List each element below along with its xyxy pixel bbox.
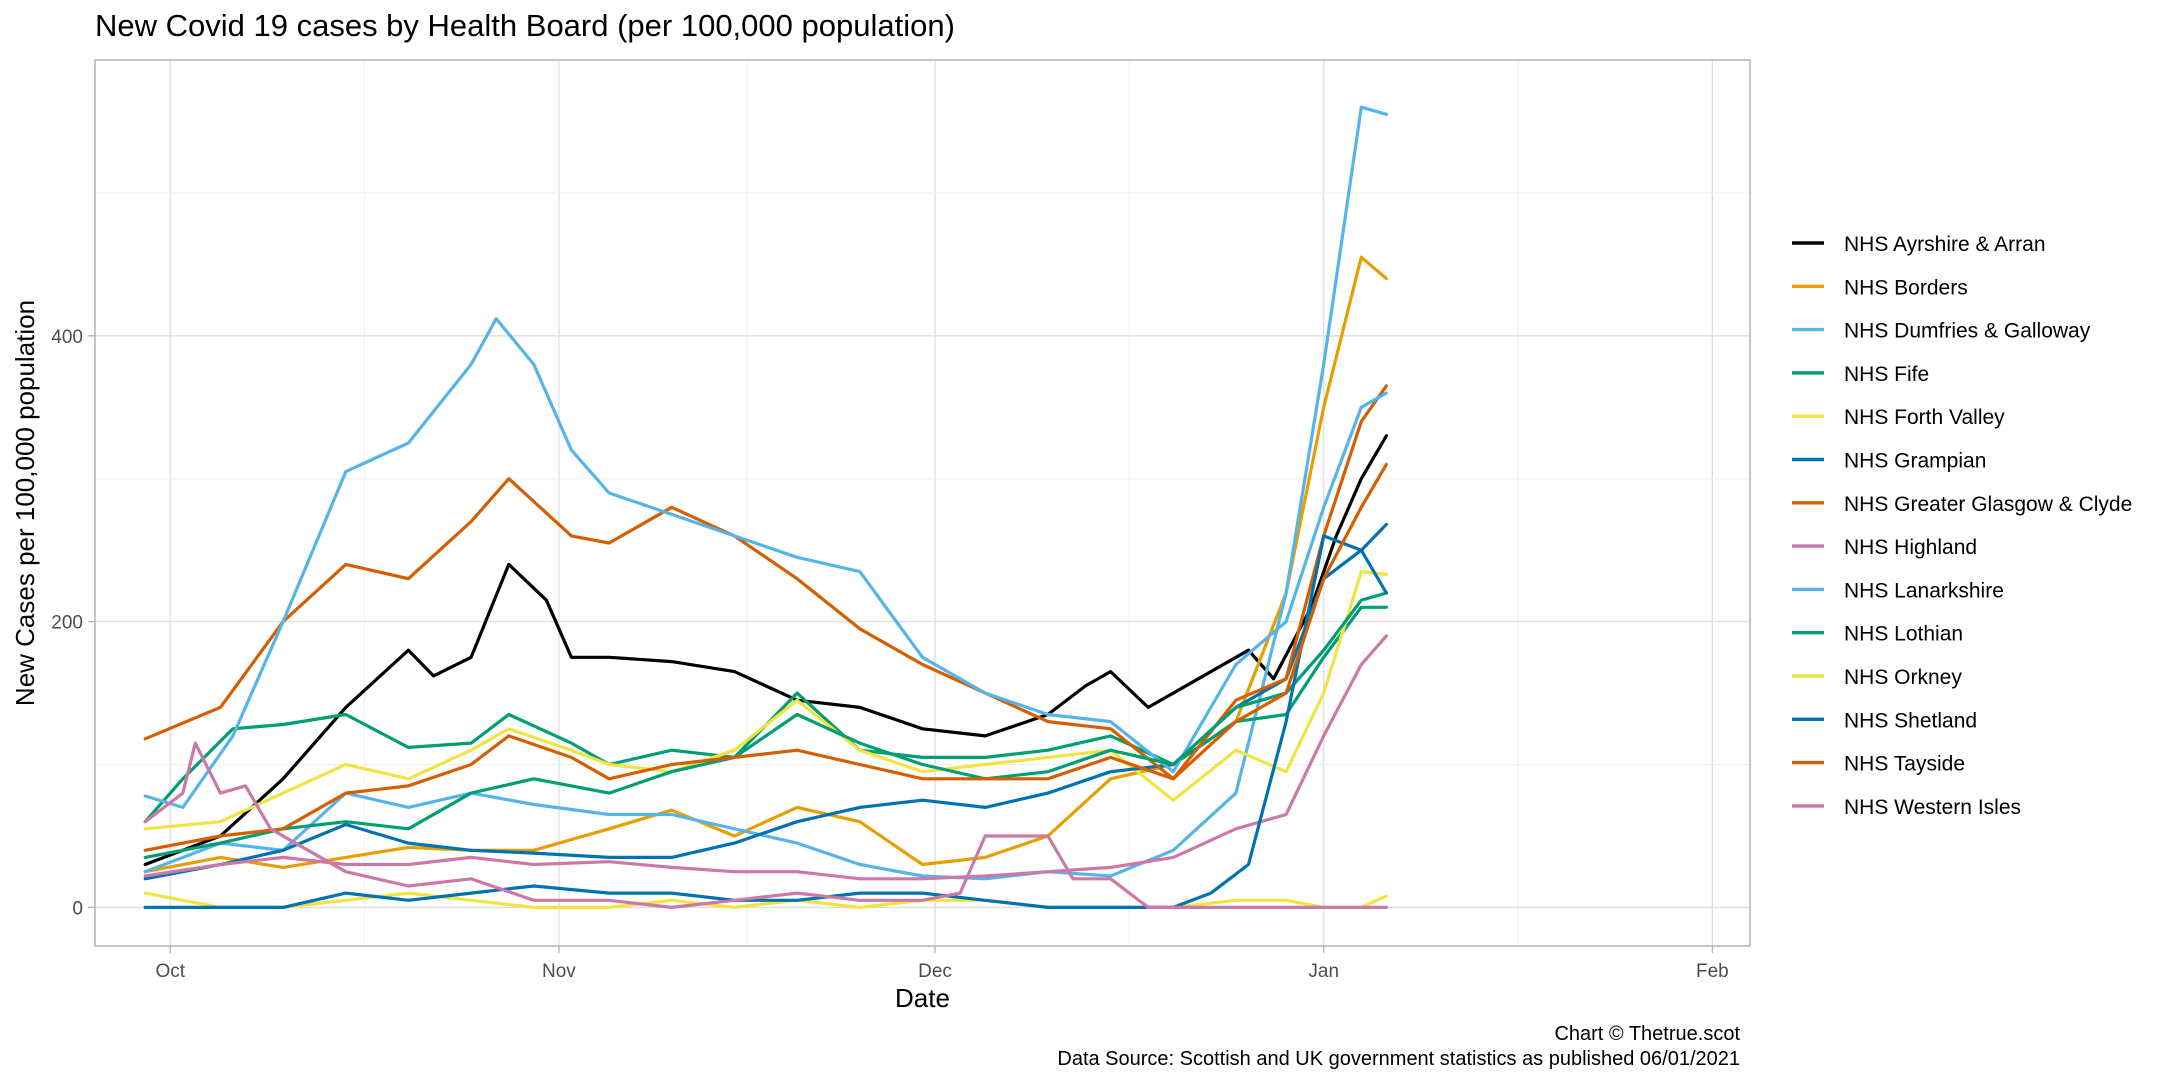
x-axis-title: Date <box>895 983 950 1013</box>
series-line-6 <box>143 384 1388 781</box>
legend-label-8: NHS Lanarkshire <box>1844 579 2004 602</box>
caption-source: Data Source: Scottish and UK government … <box>1057 1048 1740 1070</box>
legend-label-11: NHS Shetland <box>1844 709 1977 732</box>
plot-border <box>94 59 1751 947</box>
legend-label-13: NHS Western Isles <box>1844 796 2021 819</box>
x-tick-label: Feb <box>1696 961 1729 982</box>
tick-layer: Oct Nov Dec Jan Feb 0 200 400 <box>51 327 1728 982</box>
series-line-5 <box>143 522 1388 881</box>
series-line-2 <box>143 105 1388 881</box>
legend-label-6: NHS Greater Glasgow & Clyde <box>1844 493 2132 516</box>
legend-label-7: NHS Highland <box>1844 536 1977 559</box>
series-line-11 <box>143 534 1388 909</box>
series-line-7 <box>143 634 1388 881</box>
legend: NHS Ayrshire & Arran NHS Borders NHS Dumfr… <box>1792 233 2132 819</box>
legend-label-2: NHS Dumfries & Galloway <box>1844 320 2091 343</box>
grid-layer <box>95 60 1750 946</box>
legend-label-1: NHS Borders <box>1844 276 1968 299</box>
legend-label-12: NHS Tayside <box>1844 753 1965 776</box>
y-tick-label: 400 <box>51 327 83 348</box>
y-tick-label: 0 <box>72 898 83 919</box>
legend-label-3: NHS Fife <box>1844 363 1929 386</box>
legend-label-10: NHS Orkney <box>1844 666 1962 689</box>
series-line-4 <box>143 570 1388 831</box>
legend-label-5: NHS Grampian <box>1844 450 1986 473</box>
legend-label-4: NHS Forth Valley <box>1844 406 2005 429</box>
x-tick-label: Nov <box>542 961 576 982</box>
series-line-0 <box>143 434 1388 867</box>
series-line-8 <box>143 317 1388 809</box>
legend-label-9: NHS Lothian <box>1844 623 1963 646</box>
series-line-13 <box>143 741 1388 909</box>
y-tick-label: 200 <box>51 613 83 634</box>
legend-label-0: NHS Ayrshire & Arran <box>1844 233 2046 256</box>
y-axis-title: New Cases per 100,000 population <box>10 300 40 706</box>
series-line-3 <box>143 605 1388 824</box>
series-line-12 <box>143 462 1388 852</box>
x-tick-label: Jan <box>1308 961 1339 982</box>
chart-title: New Covid 19 cases by Health Board (per … <box>95 8 955 43</box>
caption: Chart © Thetrue.scot Data Source: Scotti… <box>1057 1022 1740 1072</box>
x-tick-label: Dec <box>918 961 952 982</box>
series-layer <box>143 105 1388 909</box>
x-tick-label: Oct <box>155 961 185 982</box>
series-line-9 <box>143 591 1388 859</box>
caption-credit: Chart © Thetrue.scot <box>1554 1023 1740 1045</box>
